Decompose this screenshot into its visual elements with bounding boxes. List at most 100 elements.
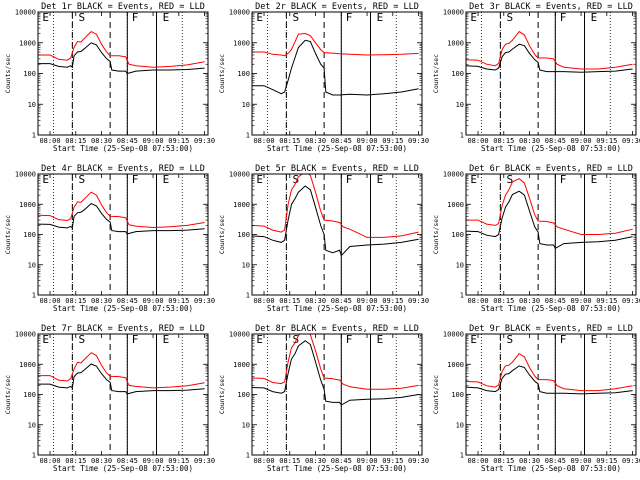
y-axis-label: Counts/sec <box>432 375 440 414</box>
x-tick-label: 09:00 <box>571 297 592 305</box>
phase-marker-e: E <box>591 333 598 346</box>
x-tick-label: 09:30 <box>194 137 215 145</box>
x-axis-label: Start Time (25-Sep-08 07:53:00) <box>267 304 407 313</box>
y-tick-label: 1 <box>32 452 36 460</box>
y-tick-label: 100 <box>23 391 36 399</box>
series-lld-line <box>38 352 205 389</box>
y-tick-label: 1000 <box>19 361 36 369</box>
y-axis-label: Counts/sec <box>4 375 12 414</box>
x-tick-label: 09:15 <box>168 297 189 305</box>
series-events-line <box>38 363 205 395</box>
x-axis-label: Start Time (25-Sep-08 07:53:00) <box>481 304 621 313</box>
phase-marker-e: E <box>377 333 384 346</box>
panel-title: Det 9r BLACK = Events, RED = LLD <box>469 324 633 334</box>
x-tick-label: 09:30 <box>408 137 429 145</box>
series-events-line <box>466 43 633 73</box>
y-axis-label: Counts/sec <box>4 215 12 254</box>
x-tick-label: 09:00 <box>143 297 164 305</box>
y-axis-label: Counts/sec <box>218 375 226 414</box>
phase-marker-e: E <box>591 11 598 24</box>
y-tick-label: 1000 <box>447 361 464 369</box>
x-tick-label: 09:15 <box>382 457 403 465</box>
phase-marker-f: F <box>346 333 353 346</box>
x-axis-label: Start Time (25-Sep-08 07:53:00) <box>53 464 193 473</box>
y-tick-label: 10 <box>28 421 36 429</box>
phase-marker-e: E <box>377 11 384 24</box>
x-tick-label: 09:30 <box>622 137 640 145</box>
x-tick-label: 08:45 <box>117 457 138 465</box>
phase-marker-e: E <box>42 173 49 186</box>
series-group <box>466 352 633 395</box>
y-tick-label: 1000 <box>233 361 250 369</box>
phase-marker-f: F <box>132 11 139 24</box>
y-tick-label: 1 <box>246 452 250 460</box>
y-tick-label: 10 <box>456 101 464 109</box>
y-tick-label: 10 <box>28 261 36 269</box>
x-tick-label: 08:45 <box>117 297 138 305</box>
series-group <box>252 334 419 406</box>
x-tick-label: 09:30 <box>194 297 215 305</box>
phase-marker-e: E <box>256 333 263 346</box>
x-tick-label: 09:30 <box>622 297 640 305</box>
series-group <box>466 30 633 73</box>
phase-marker-e: E <box>42 333 49 346</box>
y-tick-label: 1 <box>32 292 36 300</box>
y-tick-label: 1 <box>246 132 250 140</box>
y-tick-label: 1 <box>460 132 464 140</box>
x-tick-label: 08:00 <box>467 137 488 145</box>
x-tick-label: 09:30 <box>194 457 215 465</box>
series-events-line <box>252 39 419 96</box>
phase-marker-f: F <box>132 173 139 186</box>
y-tick-label: 100 <box>23 231 36 239</box>
x-tick-label: 08:15 <box>279 297 300 305</box>
y-axis-label: Counts/sec <box>218 215 226 254</box>
phase-marker-s: S <box>292 333 299 346</box>
x-tick-label: 09:00 <box>571 137 592 145</box>
panel-title: Det 2r BLACK = Events, RED = LLD <box>255 2 419 12</box>
x-axis-label: Start Time (25-Sep-08 07:53:00) <box>267 144 407 153</box>
y-tick-label: 10 <box>242 421 250 429</box>
phase-marker-e: E <box>163 11 170 24</box>
x-tick-label: 09:00 <box>571 457 592 465</box>
x-tick-label: 08:00 <box>39 457 60 465</box>
x-tick-label: 08:45 <box>331 297 352 305</box>
x-axis-label: Start Time (25-Sep-08 07:53:00) <box>53 144 193 153</box>
phase-marker-f: F <box>560 333 567 346</box>
phase-marker-e: E <box>256 11 263 24</box>
x-tick-label: 09:00 <box>143 137 164 145</box>
x-tick-label: 09:00 <box>357 297 378 305</box>
y-tick-label: 10000 <box>15 171 36 179</box>
y-tick-label: 1 <box>32 132 36 140</box>
y-tick-label: 10000 <box>443 171 464 179</box>
x-tick-label: 08:30 <box>305 457 326 465</box>
x-axis-label: Start Time (25-Sep-08 07:53:00) <box>267 464 407 473</box>
series-lld-line <box>466 30 633 70</box>
x-tick-label: 08:30 <box>91 297 112 305</box>
x-tick-label: 08:00 <box>39 137 60 145</box>
y-tick-label: 1 <box>460 292 464 300</box>
y-tick-label: 10 <box>242 101 250 109</box>
panel-title: Det 1r BLACK = Events, RED = LLD <box>41 2 205 12</box>
x-tick-label: 08:30 <box>91 137 112 145</box>
y-tick-label: 10000 <box>15 9 36 17</box>
x-tick-label: 08:45 <box>545 457 566 465</box>
series-group <box>38 30 205 75</box>
x-tick-label: 09:00 <box>143 457 164 465</box>
phase-marker-s: S <box>506 11 513 24</box>
x-tick-label: 09:30 <box>408 457 429 465</box>
series-group <box>466 178 633 249</box>
y-tick-label: 100 <box>237 391 250 399</box>
x-tick-label: 09:15 <box>382 297 403 305</box>
y-tick-label: 100 <box>451 391 464 399</box>
x-tick-label: 09:30 <box>622 457 640 465</box>
series-events-line <box>38 203 205 235</box>
y-tick-label: 1000 <box>233 39 250 47</box>
x-tick-label: 09:00 <box>357 137 378 145</box>
x-tick-label: 08:15 <box>493 297 514 305</box>
x-tick-label: 08:30 <box>305 137 326 145</box>
panel-title: Det 3r BLACK = Events, RED = LLD <box>469 2 633 12</box>
y-tick-label: 100 <box>451 70 464 78</box>
